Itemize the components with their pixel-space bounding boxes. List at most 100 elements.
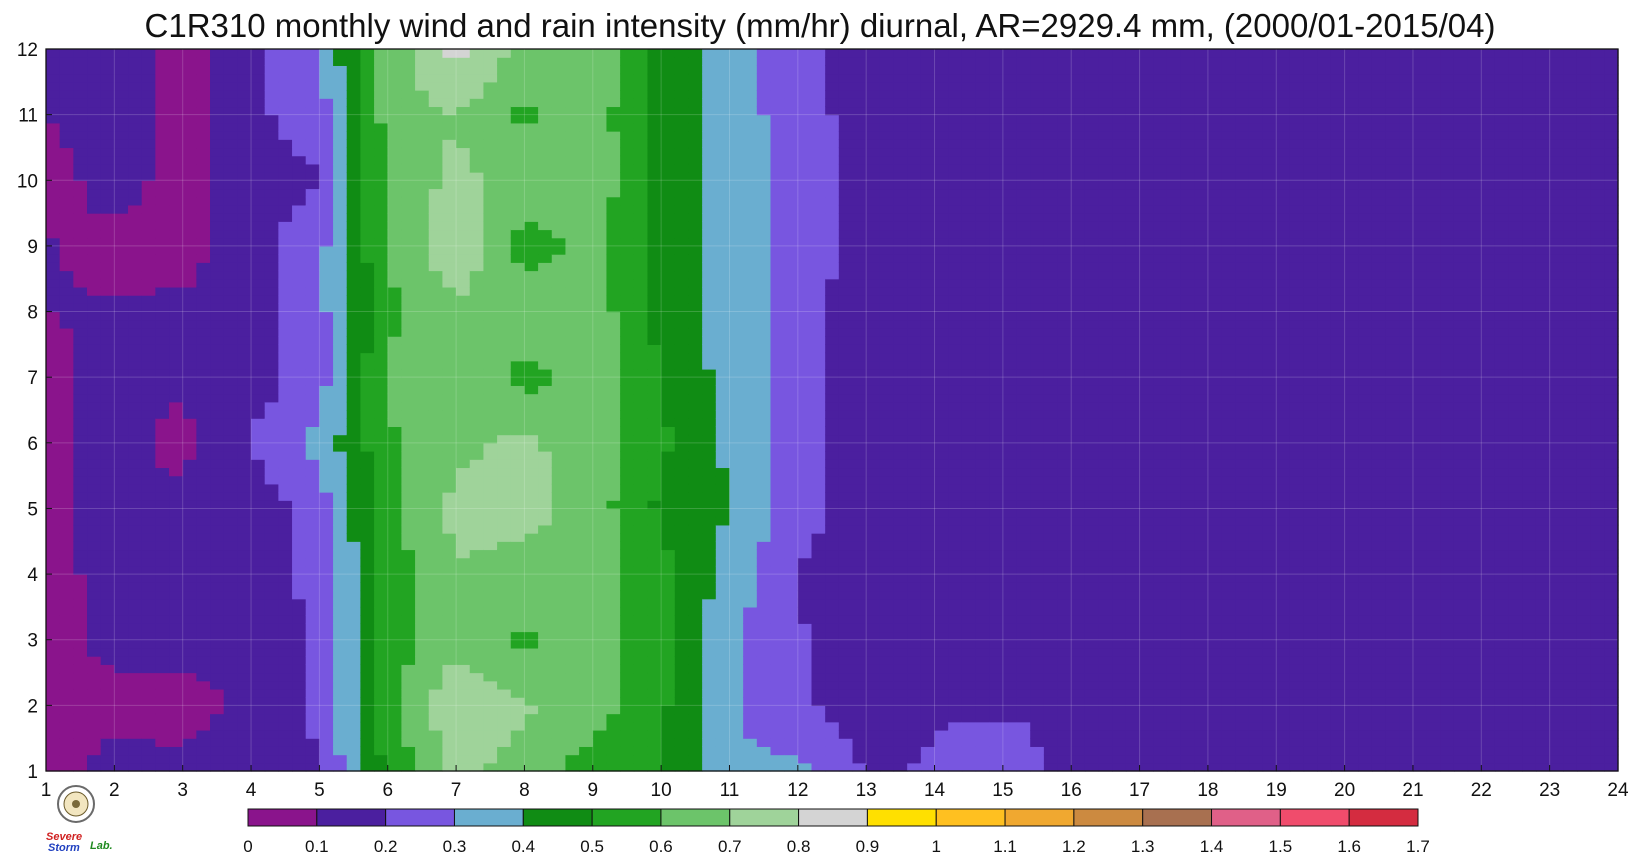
contour-cell	[592, 385, 608, 395]
contour-cell	[346, 410, 361, 419]
contour-cell	[114, 574, 129, 583]
contour-cell	[715, 426, 731, 436]
contour-cell	[784, 98, 799, 108]
contour-cell	[114, 139, 129, 149]
contour-cell	[292, 459, 307, 469]
contour-cell	[169, 606, 184, 616]
contour-cell	[346, 213, 361, 222]
contour-cell	[756, 196, 772, 206]
contour-cell	[661, 254, 676, 263]
contour-cell	[100, 524, 115, 534]
contour-cell	[169, 631, 184, 641]
contour-cell	[251, 754, 266, 764]
contour-cell	[114, 401, 129, 411]
contour-cell	[620, 57, 635, 66]
contour-cell	[538, 229, 553, 239]
contour-cell	[797, 762, 813, 772]
contour-cell	[442, 360, 457, 370]
contour-cell	[374, 664, 389, 674]
contour-cell	[415, 254, 430, 263]
contour-cell	[497, 393, 512, 403]
contour-cell	[319, 426, 334, 436]
contour-cell	[415, 49, 430, 58]
contour-cell	[620, 295, 635, 304]
contour-cell	[182, 278, 197, 288]
contour-cell	[128, 664, 143, 674]
contour-cell	[210, 598, 225, 608]
contour-cell	[661, 360, 676, 370]
contour-cell	[428, 754, 444, 764]
contour-cell	[305, 688, 320, 698]
contour-cell	[401, 475, 416, 485]
contour-cell	[743, 623, 758, 633]
contour-cell	[456, 319, 471, 329]
contour-cell	[551, 492, 567, 501]
contour-cell	[319, 713, 334, 723]
contour-cell	[169, 639, 184, 649]
contour-cell	[524, 459, 539, 469]
contour-cell	[305, 245, 320, 255]
contour-cell	[674, 508, 690, 518]
contour-cell	[196, 139, 211, 149]
contour-cell	[210, 762, 225, 772]
contour-cell	[565, 196, 580, 206]
contour-cell	[155, 524, 170, 534]
contour-cell	[251, 139, 266, 149]
contour-cell	[360, 647, 375, 657]
contour-cell	[264, 483, 279, 493]
contour-cell	[223, 147, 238, 157]
contour-cell	[524, 598, 539, 608]
contour-cell	[647, 623, 662, 633]
contour-cell	[565, 541, 580, 551]
contour-cell	[538, 49, 553, 58]
contour-cell	[360, 434, 375, 444]
contour-cell	[579, 393, 594, 403]
contour-cell	[128, 229, 143, 239]
contour-cell	[237, 639, 252, 649]
contour-cell	[756, 393, 772, 403]
contour-cell	[620, 508, 635, 518]
contour-cell	[374, 262, 389, 272]
contour-cell	[729, 368, 744, 378]
contour-cell	[333, 574, 348, 583]
contour-cell	[538, 565, 553, 575]
contour-cell	[456, 549, 471, 559]
contour-cell	[360, 155, 375, 165]
contour-cell	[59, 319, 74, 329]
contour-cell	[155, 270, 170, 280]
contour-cell	[278, 754, 293, 764]
contour-cell	[237, 221, 252, 231]
contour-cell	[469, 713, 485, 723]
contour-cell	[647, 254, 662, 263]
contour-cell	[223, 508, 238, 518]
contour-cell	[715, 90, 731, 99]
contour-cell	[210, 286, 225, 296]
contour-cell	[333, 697, 348, 706]
contour-cell	[469, 65, 485, 75]
contour-cell	[387, 410, 403, 419]
contour-cell	[264, 65, 279, 75]
contour-cell	[415, 188, 430, 198]
contour-cell	[456, 122, 471, 132]
contour-cell	[333, 106, 348, 116]
contour-cell	[661, 533, 676, 542]
contour-cell	[743, 565, 758, 575]
contour-cell	[251, 114, 266, 124]
contour-cell	[59, 131, 74, 140]
contour-cell	[565, 434, 580, 444]
contour-cell	[196, 492, 211, 501]
contour-cell	[702, 204, 717, 214]
contour-cell	[387, 606, 403, 616]
contour-cell	[674, 163, 690, 173]
contour-cell	[415, 213, 430, 222]
contour-cell	[305, 533, 320, 542]
contour-cell	[264, 451, 279, 460]
contour-cell	[784, 434, 799, 444]
contour-cell	[264, 327, 279, 337]
contour-cell	[87, 303, 102, 313]
contour-cell	[346, 131, 361, 140]
contour-cell	[729, 352, 744, 362]
contour-cell	[59, 368, 74, 378]
contour-cell	[647, 401, 662, 411]
contour-cell	[497, 582, 512, 592]
